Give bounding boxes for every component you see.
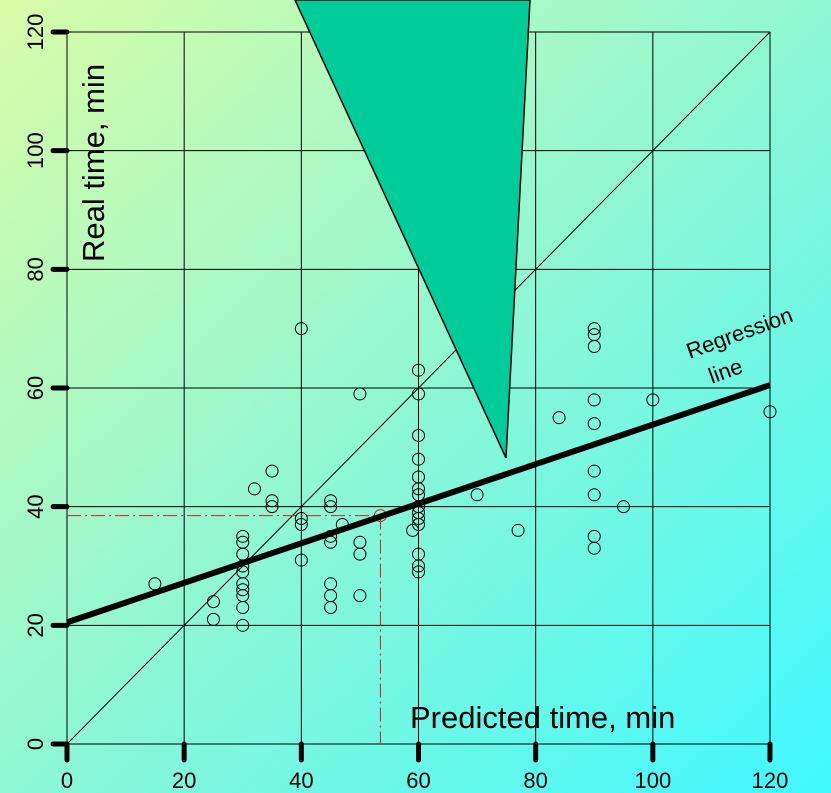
x-tick-label: 80: [523, 768, 547, 793]
chart: 0 20 40 60 80 100 120 0 20 40 60 80 100 120 Predicted…: [0, 0, 831, 793]
y-tick-label: 40: [23, 494, 48, 518]
y-tick-label: 20: [23, 613, 48, 637]
y-axis-label: Real time, min: [76, 64, 111, 262]
y-tick-label: 120: [23, 14, 48, 51]
x-tick-label: 100: [634, 768, 671, 793]
x-tick-label: 60: [406, 768, 430, 793]
y-tick-label: 0: [23, 738, 48, 750]
x-tick-label: 0: [61, 768, 73, 793]
x-tick-label: 120: [752, 768, 789, 793]
x-tick-label: 40: [289, 768, 313, 793]
y-tick-label: 60: [23, 376, 48, 400]
y-tick-label: 100: [23, 132, 48, 169]
x-tick-label: 20: [172, 768, 196, 793]
y-tick-label: 80: [23, 257, 48, 281]
x-axis-label: Predicted time, min: [410, 700, 675, 735]
